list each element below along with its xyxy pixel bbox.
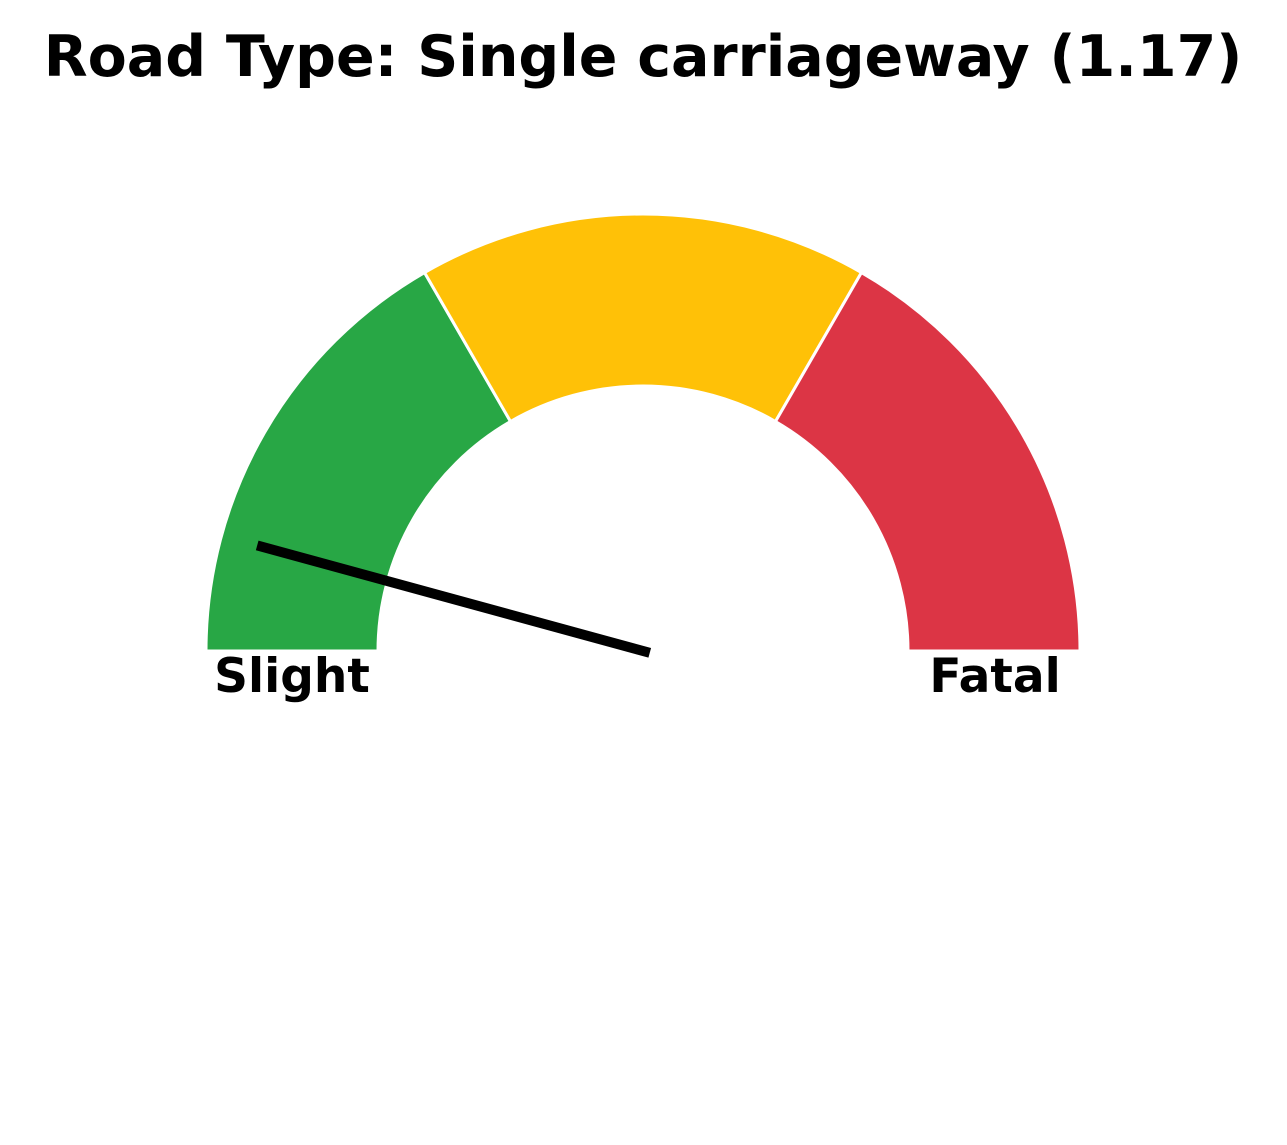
gauge-needle xyxy=(255,540,652,658)
gauge-band-3 xyxy=(773,270,1082,653)
min-label: Slight xyxy=(214,649,370,704)
gauge-band-2 xyxy=(422,212,864,424)
gauge-bands xyxy=(204,212,1082,653)
chart-title: Road Type: Single carriageway (1.17) xyxy=(44,24,1243,90)
max-label: Fatal xyxy=(929,649,1060,704)
